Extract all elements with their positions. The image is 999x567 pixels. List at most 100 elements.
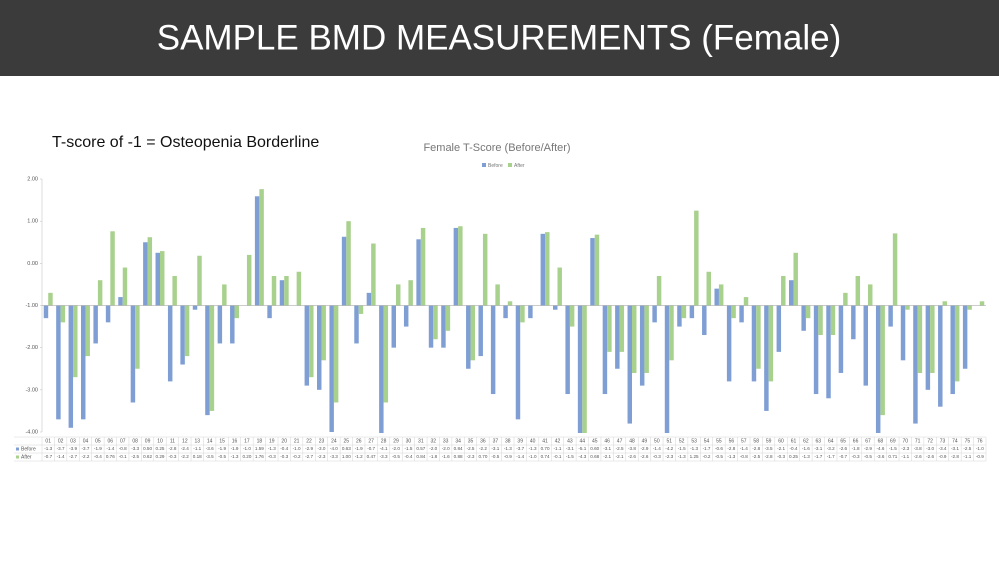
category-label: 49 (642, 438, 648, 444)
category-label: 71 (915, 438, 921, 444)
table-value: 1.25 (690, 454, 699, 459)
bar (68, 305, 74, 428)
bar (557, 267, 562, 306)
category-label: 19 (269, 438, 275, 444)
table-value: -1.0 (243, 446, 251, 451)
table-value: -0.4 (94, 454, 102, 459)
bar (739, 305, 744, 323)
table-value: -0.4 (404, 454, 412, 459)
bar (167, 305, 173, 382)
category-label: 42 (555, 438, 561, 444)
bar (764, 305, 769, 411)
table-value: -2.6 (839, 446, 847, 451)
category-label: 12 (182, 438, 188, 444)
table-value: -0.3 (268, 454, 276, 459)
category-label: 24 (331, 438, 337, 444)
bar (321, 305, 326, 361)
bar (714, 288, 719, 306)
bar (155, 252, 160, 306)
bar (892, 233, 898, 306)
category-label: 44 (580, 438, 586, 444)
table-value: -1.4 (740, 446, 748, 451)
table-value: -1.3 (529, 446, 537, 451)
category-label: 08 (132, 438, 138, 444)
table-value: -5.1 (578, 446, 586, 451)
table-value: -1.4 (106, 446, 114, 451)
bar (528, 305, 533, 319)
table-value: -0.4 (280, 446, 288, 451)
category-label: 25 (344, 438, 350, 444)
table-value: -3.6 (206, 446, 214, 451)
bar (768, 305, 774, 382)
table-value: -3.1 (566, 446, 574, 451)
table-value: -3.6 (876, 454, 884, 459)
category-label: 14 (207, 438, 213, 444)
table-value: -1.5 (889, 446, 897, 451)
bar (793, 252, 798, 306)
category-label: 10 (157, 438, 163, 444)
table-value: -2.6 (926, 454, 934, 459)
category-label: 74 (952, 438, 958, 444)
bar (329, 305, 334, 432)
table-value: -3.0 (318, 446, 326, 451)
table-value: -3.7 (57, 446, 65, 451)
legend-swatch (482, 163, 486, 167)
bar (180, 305, 185, 365)
bar (789, 280, 794, 306)
bar (545, 232, 550, 306)
table-value: -2.0 (392, 446, 400, 451)
table-value: 1.76 (255, 454, 264, 459)
table-value: -3.7 (82, 446, 90, 451)
table-value: -2.3 (467, 454, 475, 459)
table-value: 0.71 (888, 454, 897, 459)
bar (863, 305, 868, 386)
table-value: -1.8 (852, 446, 860, 451)
category-label: 09 (145, 438, 151, 444)
table-value: -2.2 (479, 446, 487, 451)
bar (905, 305, 910, 310)
bar (726, 305, 732, 382)
table-value: -3.8 (628, 446, 636, 451)
table-value: -1.4 (57, 454, 65, 459)
table-value: -2.2 (181, 454, 189, 459)
category-label: 13 (194, 438, 200, 444)
y-tick-label: -4.00 (25, 429, 38, 435)
bar (428, 305, 434, 348)
annotation: T-score of -1 = Osteopenia Borderline (52, 134, 319, 151)
table-value: -2.7 (69, 454, 77, 459)
bar (160, 251, 165, 306)
category-label: 39 (517, 438, 523, 444)
table-value: 0.29 (156, 454, 165, 459)
table-value: -0.7 (44, 454, 52, 459)
table-value: -0.3 (168, 454, 176, 459)
bar (607, 305, 612, 352)
table-value: -2.0 (429, 446, 437, 451)
table-value: -2.4 (181, 446, 189, 451)
y-tick-label: -1.00 (25, 303, 38, 309)
table-value: -2.9 (640, 446, 648, 451)
bar (843, 292, 848, 306)
table-value: -1.3 (504, 446, 512, 451)
table-value: -1.7 (703, 446, 711, 451)
table-value: -2.5 (963, 446, 971, 451)
table-value: -0.8 (740, 454, 748, 459)
table-value: -2.6 (628, 454, 636, 459)
table-value: -1.5 (566, 454, 574, 459)
y-tick-label: 0.00 (27, 261, 38, 267)
table-value: -0.1 (554, 454, 562, 459)
table-value: 0.25 (156, 446, 165, 451)
category-label: 27 (368, 438, 374, 444)
table-value: 0.60 (590, 446, 599, 451)
table-value: -2.3 (665, 454, 673, 459)
bar (615, 305, 620, 369)
table-value: -0.2 (293, 454, 301, 459)
category-label: 72 (927, 438, 933, 444)
bar (403, 305, 409, 327)
bar (776, 305, 782, 352)
bar (917, 305, 923, 373)
category-label: 03 (70, 438, 76, 444)
table-value: -1.9 (94, 446, 102, 451)
category-label: 73 (940, 438, 946, 444)
table-value: -1.3 (268, 446, 276, 451)
table-value: -0.5 (392, 454, 400, 459)
